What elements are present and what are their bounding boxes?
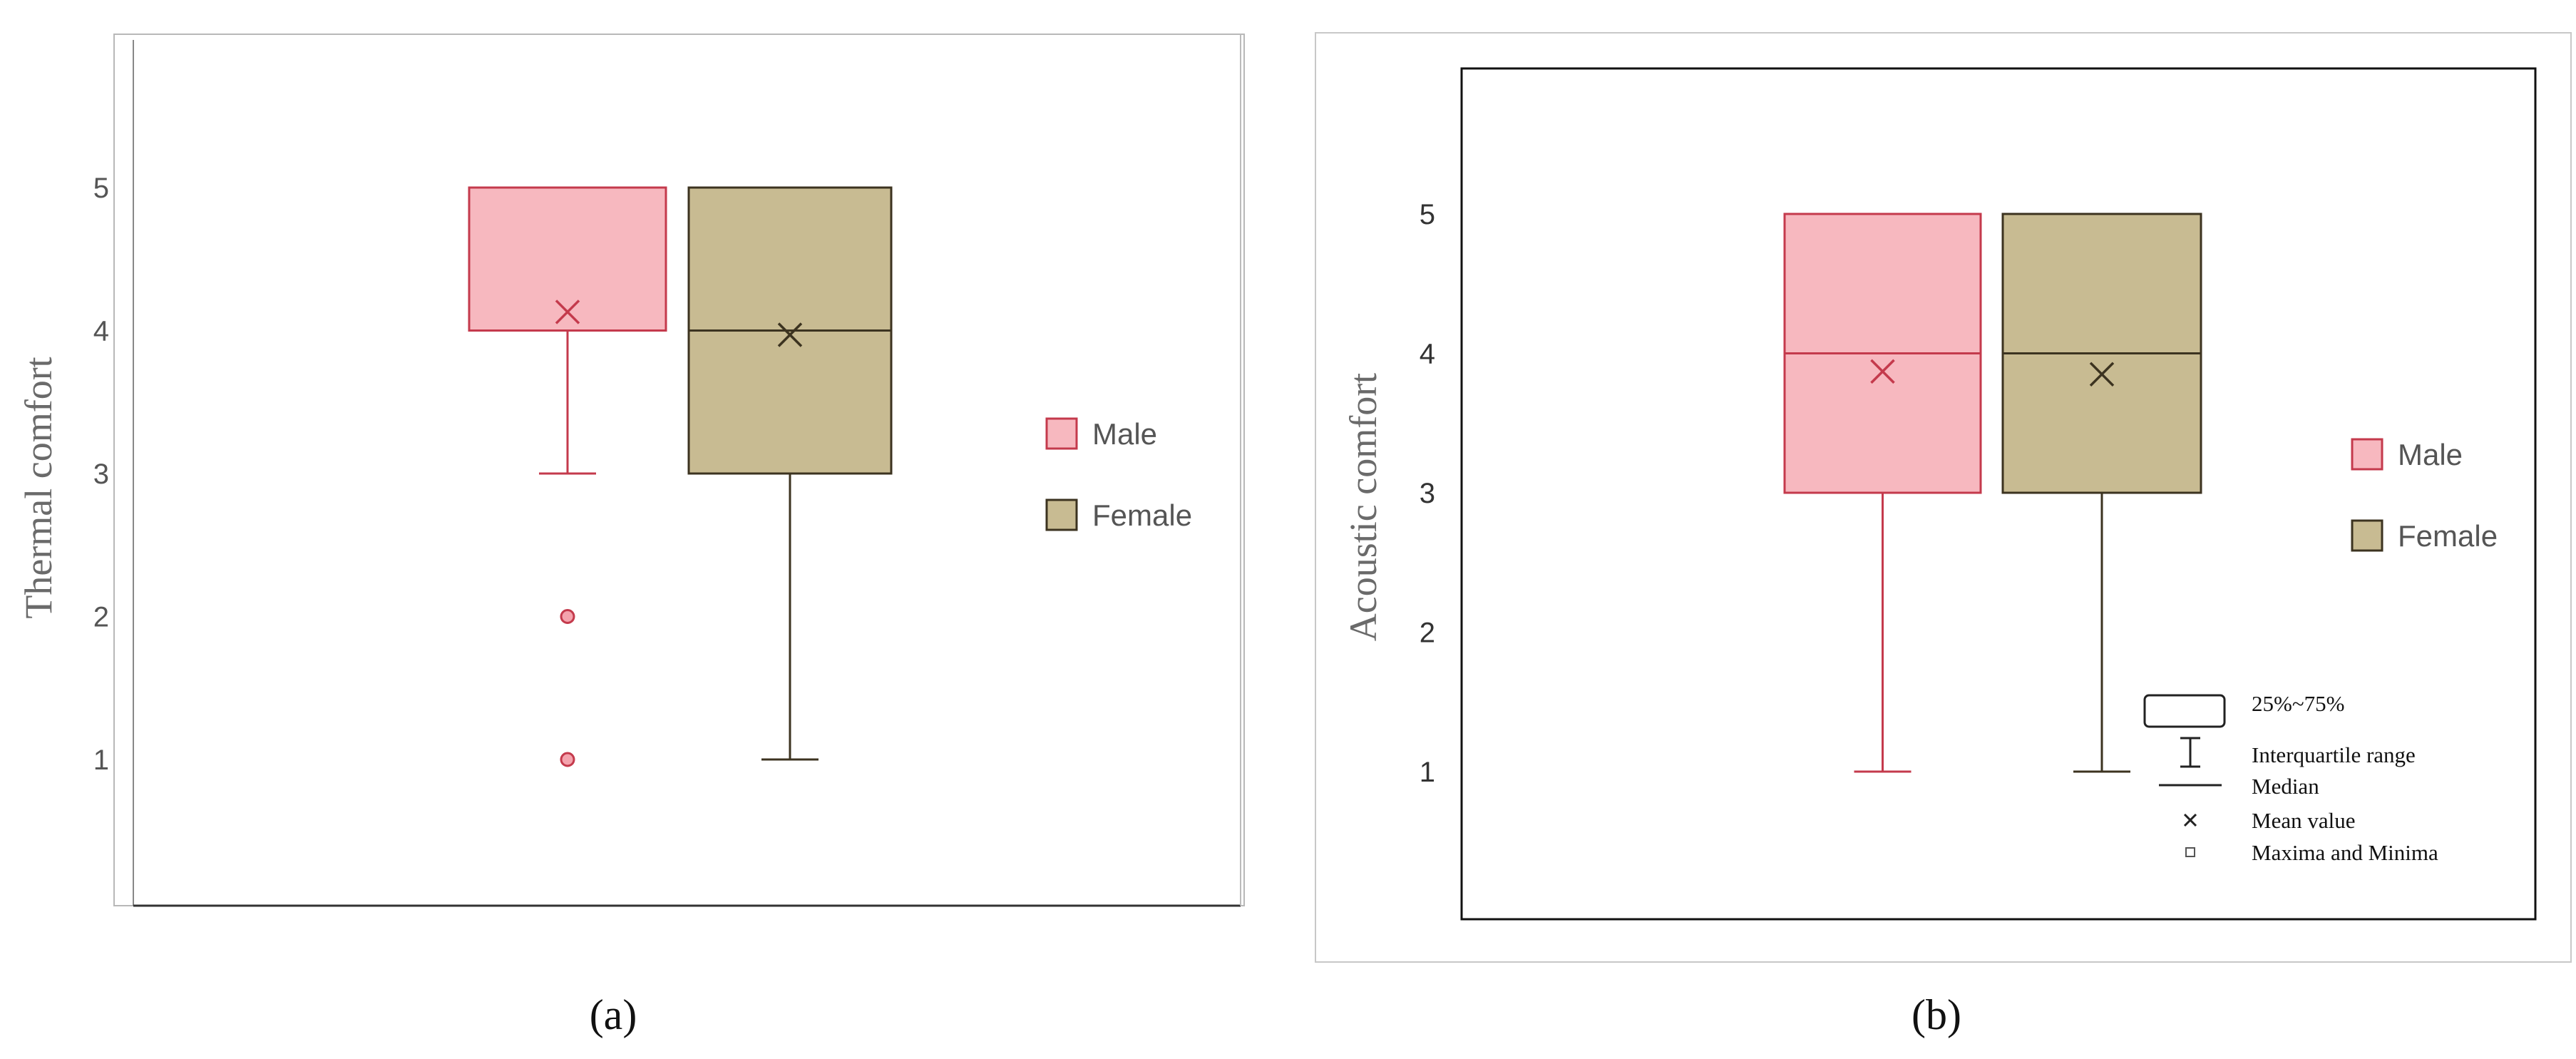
y-axis-label: Acoustic comfort — [1342, 373, 1385, 641]
legend-swatch-female — [2351, 519, 2383, 552]
key-box-icon — [2143, 694, 2226, 728]
chart-panel-a: 1 2 3 4 5 Thermal comfort Male Female (a) — [17, 34, 1245, 1038]
y-tick-label: 4 — [93, 316, 109, 347]
mean-marker — [2089, 362, 2115, 387]
key-extrema-icon — [2185, 847, 2195, 857]
chart-panel-b: 1 2 3 4 5 Acoustic comfort Male Female 25%~75% In… — [1315, 32, 2572, 1038]
chart-frame — [113, 34, 1245, 906]
y-tick-label: 5 — [1420, 199, 1435, 230]
legend-swatch-male — [2351, 438, 2383, 471]
key-label-median: Median — [2252, 774, 2319, 799]
legend-swatch-female — [1045, 498, 1078, 531]
y-tick-label: 2 — [93, 602, 109, 633]
key-whisker-icon — [2180, 737, 2200, 768]
y-tick-label: 1 — [1420, 757, 1435, 788]
key-label-extrema: Maxima and Minima — [2252, 840, 2438, 865]
box-female — [2001, 213, 2202, 773]
box-female — [687, 186, 893, 761]
box-key: 25%~75% Interquartile range Median Mean val… — [2143, 691, 2438, 865]
panel-label: (b) — [1912, 991, 1961, 1038]
y-axis-label: Thermal comfort — [17, 357, 60, 618]
legend: Male Female — [1045, 417, 1192, 532]
y-tick-label: 3 — [1420, 478, 1435, 509]
legend-label: Female — [1092, 498, 1192, 532]
legend: Male Female — [2351, 438, 2498, 553]
y-tick-label: 3 — [93, 459, 109, 490]
plot-border — [1460, 67, 2537, 921]
legend-label: Female — [2398, 519, 2498, 553]
mean-marker — [777, 322, 803, 347]
outlier-point — [560, 609, 575, 624]
key-label-iqr: 25%~75% — [2252, 691, 2344, 716]
iqr-box — [468, 186, 667, 332]
mean-marker — [1870, 359, 1895, 384]
key-label-range: Interquartile range — [2252, 742, 2416, 767]
panel-label: (a) — [590, 991, 637, 1038]
legend-swatch-male — [1045, 417, 1078, 450]
legend-label: Male — [2398, 438, 2463, 471]
key-label-mean: Mean value — [2252, 808, 2355, 833]
chart-frame — [1315, 32, 2572, 963]
y-tick-label: 2 — [1420, 618, 1435, 649]
mean-marker — [555, 300, 580, 324]
box-male — [468, 186, 667, 767]
key-mean-icon — [2183, 813, 2197, 827]
y-tick-label: 4 — [1420, 339, 1435, 370]
y-tick-label: 5 — [93, 173, 109, 204]
y-tick-label: 1 — [93, 745, 109, 776]
box-male — [1783, 213, 1982, 773]
legend-label: Male — [1092, 417, 1157, 451]
outlier-point — [560, 752, 575, 767]
